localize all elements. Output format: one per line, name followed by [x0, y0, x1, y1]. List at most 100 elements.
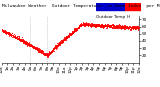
Point — [6, 31, 8, 32]
Point — [116, 26, 118, 27]
Point — [47, 54, 50, 55]
Point — [123, 27, 126, 28]
Point — [87, 24, 90, 26]
Point — [105, 25, 108, 27]
Point — [75, 29, 77, 30]
Point — [21, 40, 24, 42]
Point — [34, 47, 36, 48]
Point — [120, 25, 123, 26]
Point — [64, 36, 67, 38]
Point — [34, 47, 36, 48]
Point — [112, 26, 115, 27]
Point — [73, 30, 76, 31]
Point — [22, 41, 25, 43]
Point — [72, 31, 74, 33]
Point — [107, 25, 110, 27]
Point — [74, 28, 76, 29]
Point — [125, 27, 127, 28]
Point — [131, 28, 134, 29]
Point — [39, 51, 42, 52]
Point — [37, 51, 39, 52]
Point — [123, 27, 126, 29]
Point — [4, 32, 6, 33]
Point — [36, 49, 38, 50]
Point — [96, 23, 98, 24]
Point — [39, 51, 41, 52]
Point — [117, 26, 120, 27]
Point — [25, 45, 28, 47]
Point — [77, 26, 79, 27]
Point — [49, 52, 52, 53]
Point — [69, 33, 72, 34]
Point — [9, 33, 12, 35]
Point — [92, 24, 94, 25]
Point — [78, 25, 81, 26]
Point — [52, 49, 54, 51]
Point — [67, 35, 69, 36]
Point — [41, 51, 43, 52]
Point — [98, 24, 101, 26]
Point — [110, 26, 112, 28]
Point — [46, 54, 49, 56]
Point — [32, 45, 34, 47]
Point — [17, 38, 19, 39]
Point — [55, 44, 57, 46]
Point — [122, 26, 124, 27]
Point — [13, 36, 16, 38]
Point — [46, 54, 48, 56]
Point — [129, 26, 131, 27]
Point — [42, 52, 45, 54]
Point — [59, 41, 61, 42]
Point — [44, 54, 47, 56]
Point — [128, 26, 130, 27]
Point — [119, 27, 122, 29]
Point — [94, 24, 96, 25]
Point — [87, 24, 89, 25]
Point — [108, 24, 110, 25]
Point — [71, 30, 73, 32]
Point — [102, 24, 104, 25]
Point — [17, 36, 20, 37]
Point — [136, 27, 139, 29]
Point — [51, 50, 54, 52]
Point — [116, 24, 118, 26]
Point — [80, 24, 83, 25]
Point — [132, 27, 135, 29]
Point — [136, 28, 139, 29]
Point — [72, 31, 74, 32]
Point — [74, 28, 76, 29]
Point — [11, 35, 14, 36]
Point — [27, 44, 29, 45]
Point — [23, 40, 26, 42]
Point — [18, 37, 20, 39]
Point — [119, 27, 122, 28]
Point — [9, 35, 12, 36]
Point — [77, 27, 79, 28]
Point — [55, 47, 57, 48]
Point — [9, 33, 11, 34]
Point — [25, 42, 28, 44]
Point — [31, 46, 33, 47]
Point — [36, 49, 39, 50]
Point — [10, 34, 12, 36]
Point — [71, 31, 74, 32]
Point — [38, 50, 41, 52]
Point — [65, 38, 67, 39]
Point — [26, 43, 28, 44]
Point — [11, 36, 13, 37]
Point — [27, 45, 30, 46]
Point — [42, 53, 45, 55]
Point — [136, 27, 138, 28]
Point — [10, 34, 12, 35]
Point — [32, 47, 35, 49]
Point — [129, 26, 132, 28]
Point — [82, 23, 85, 25]
Point — [80, 25, 82, 26]
Point — [65, 37, 68, 39]
Point — [96, 25, 99, 26]
Point — [64, 39, 67, 40]
Point — [37, 50, 39, 51]
Point — [101, 25, 104, 27]
Point — [103, 24, 105, 26]
Point — [95, 25, 97, 26]
